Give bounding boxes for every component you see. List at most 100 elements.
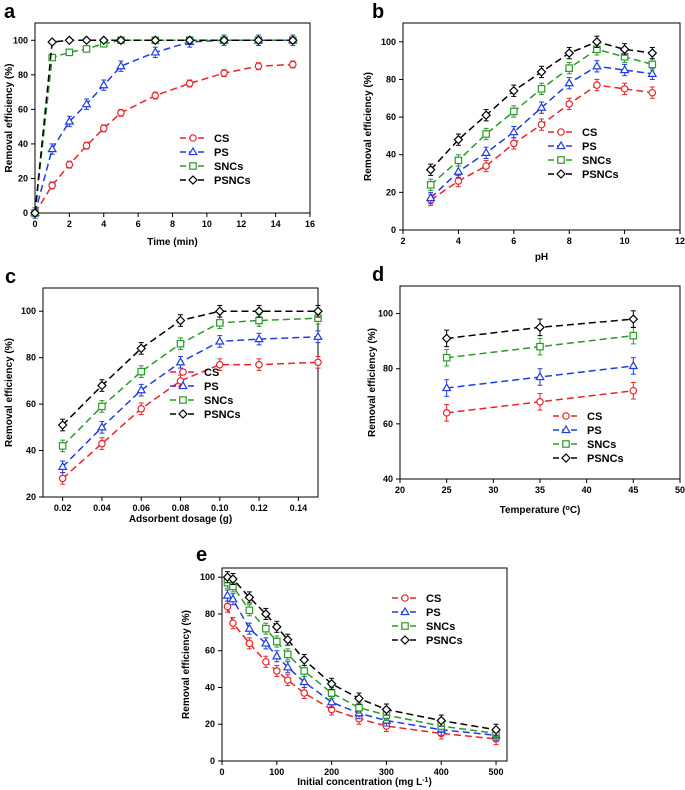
series-PSNCs: [222, 571, 501, 736]
legend-marker-PS: [556, 140, 566, 150]
data-point-PSNCs: [271, 621, 282, 632]
data-point-SNCs: [565, 64, 574, 72]
data-point-CS: [314, 358, 322, 367]
panel-letter-c: c: [5, 266, 16, 288]
y-tick-label: 60: [386, 112, 396, 122]
legend: CS PS SNCs PSNCs: [392, 593, 463, 647]
legend-marker-PS: [188, 146, 198, 156]
data-point-CS: [262, 657, 270, 666]
data-point-CS: [82, 141, 91, 150]
x-tick-label: 8: [170, 219, 175, 229]
data-point-SNCs: [98, 402, 106, 411]
data-point-PS: [64, 116, 75, 125]
data-point-CS: [185, 79, 194, 88]
plot-frame: [402, 22, 681, 231]
y-axis-label: Removal efficiency (%): [181, 610, 192, 719]
y-axis-label: Removal efficiency (%): [4, 338, 15, 447]
chart-panel-c: c 0.02 0.04 0.06 0.08 0.10 0.12 0.14 20 40 60 80 100…: [4, 266, 323, 525]
series-CS: [223, 600, 500, 745]
legend-label-SNCs: SNCs: [587, 439, 616, 451]
x-tick-label: 35: [535, 485, 545, 495]
series-PSNCs: [30, 35, 298, 218]
legend-marker-PSNCs: [188, 175, 198, 185]
data-point-CS: [229, 619, 237, 627]
data-point-PSNCs: [287, 35, 298, 46]
data-point-SNCs: [537, 85, 546, 93]
legend-label-PSNCs: PSNCs: [587, 453, 624, 465]
x-tick-label: 12: [675, 236, 685, 246]
data-point-CS: [98, 439, 106, 448]
panel-letter-a: a: [4, 1, 16, 23]
data-point-PS: [441, 382, 452, 392]
data-point-PSNCs: [508, 85, 519, 96]
chart-panel-a: a 0 2 4 6 8 10 12 14 16 0 20 40 60 80 100 Time (min) Remo…: [4, 1, 315, 248]
x-axis-label: Time (min): [147, 237, 197, 248]
data-point-PSNCs: [97, 380, 107, 391]
x-tick-label: 16: [305, 219, 315, 229]
data-point-PSNCs: [47, 37, 58, 47]
legend-label-PSNCs: PSNCs: [214, 175, 251, 187]
series-PSNCs: [425, 35, 658, 176]
data-point-SNCs: [327, 689, 336, 697]
legend-label-PS: PS: [587, 425, 602, 437]
data-point-CS: [223, 602, 232, 611]
legend-marker-SNCs: [557, 156, 565, 164]
x-tick-label: 0: [32, 219, 37, 229]
series-line-PS: [34, 39, 293, 214]
x-tick-label: 40: [582, 485, 592, 495]
legend-label-CS: CS: [426, 593, 441, 605]
data-point-PSNCs: [214, 306, 225, 317]
chart-panel-e: e 0 100 200 300 400 500 0 20 40 60 80 100 Initial con…: [181, 544, 508, 788]
data-point-PSNCs: [313, 306, 323, 317]
series-CS: [442, 382, 638, 422]
series-SNCs: [426, 43, 657, 191]
data-point-PSNCs: [116, 35, 126, 46]
data-point-PS: [98, 79, 109, 89]
x-tick-label: 400: [434, 767, 449, 777]
data-point-PSNCs: [425, 164, 436, 175]
legend-marker-CS: [401, 594, 409, 602]
legend: CS PS SNCs PSNCs: [548, 127, 619, 181]
data-point-PSNCs: [564, 48, 575, 58]
legend-label-SNCs: SNCs: [204, 395, 233, 407]
legend-marker-SNCs: [189, 162, 197, 170]
data-point-PSNCs: [481, 110, 491, 121]
y-tick-label: 40: [205, 682, 215, 692]
x-tick-label: 10: [620, 236, 630, 246]
data-point-SNCs: [648, 60, 657, 69]
legend-marker-SNCs: [401, 622, 409, 630]
panel-letter-e: e: [196, 544, 207, 566]
data-point-PS: [508, 126, 519, 136]
data-point-PS: [150, 47, 161, 56]
data-point-PSNCs: [354, 693, 364, 704]
legend-marker-PSNCs: [561, 453, 571, 463]
data-point-PSNCs: [254, 306, 264, 317]
series-line-PS: [227, 594, 497, 737]
data-point-SNCs: [454, 156, 463, 165]
y-tick-label: 0: [391, 225, 396, 235]
data-point-PS: [619, 64, 630, 74]
y-tick-label: 60: [18, 104, 28, 114]
y-tick-label: 80: [26, 353, 36, 363]
legend-marker-CS: [179, 368, 187, 376]
data-point-CS: [482, 162, 490, 170]
y-tick-label: 20: [18, 173, 28, 183]
y-tick-label: 60: [26, 399, 36, 409]
data-point-PS: [97, 422, 107, 431]
data-point-PSNCs: [228, 574, 238, 584]
x-tick-label: 300: [379, 767, 394, 777]
legend-marker-PSNCs: [178, 409, 188, 419]
data-point-PSNCs: [57, 420, 68, 430]
data-point-PS: [271, 651, 282, 660]
series-PSNCs: [57, 304, 323, 432]
data-point-CS: [151, 91, 160, 100]
legend-marker-SNCs: [179, 396, 187, 404]
data-point-CS: [300, 689, 309, 697]
data-point-PS: [481, 147, 491, 157]
y-tick-label: 20: [386, 187, 396, 197]
data-point-PS: [57, 461, 68, 470]
legend-label-PS: PS: [204, 381, 219, 393]
data-point-PS: [175, 357, 186, 366]
data-point-CS: [593, 81, 601, 89]
legend: CS PS SNCs PSNCs: [170, 367, 241, 421]
